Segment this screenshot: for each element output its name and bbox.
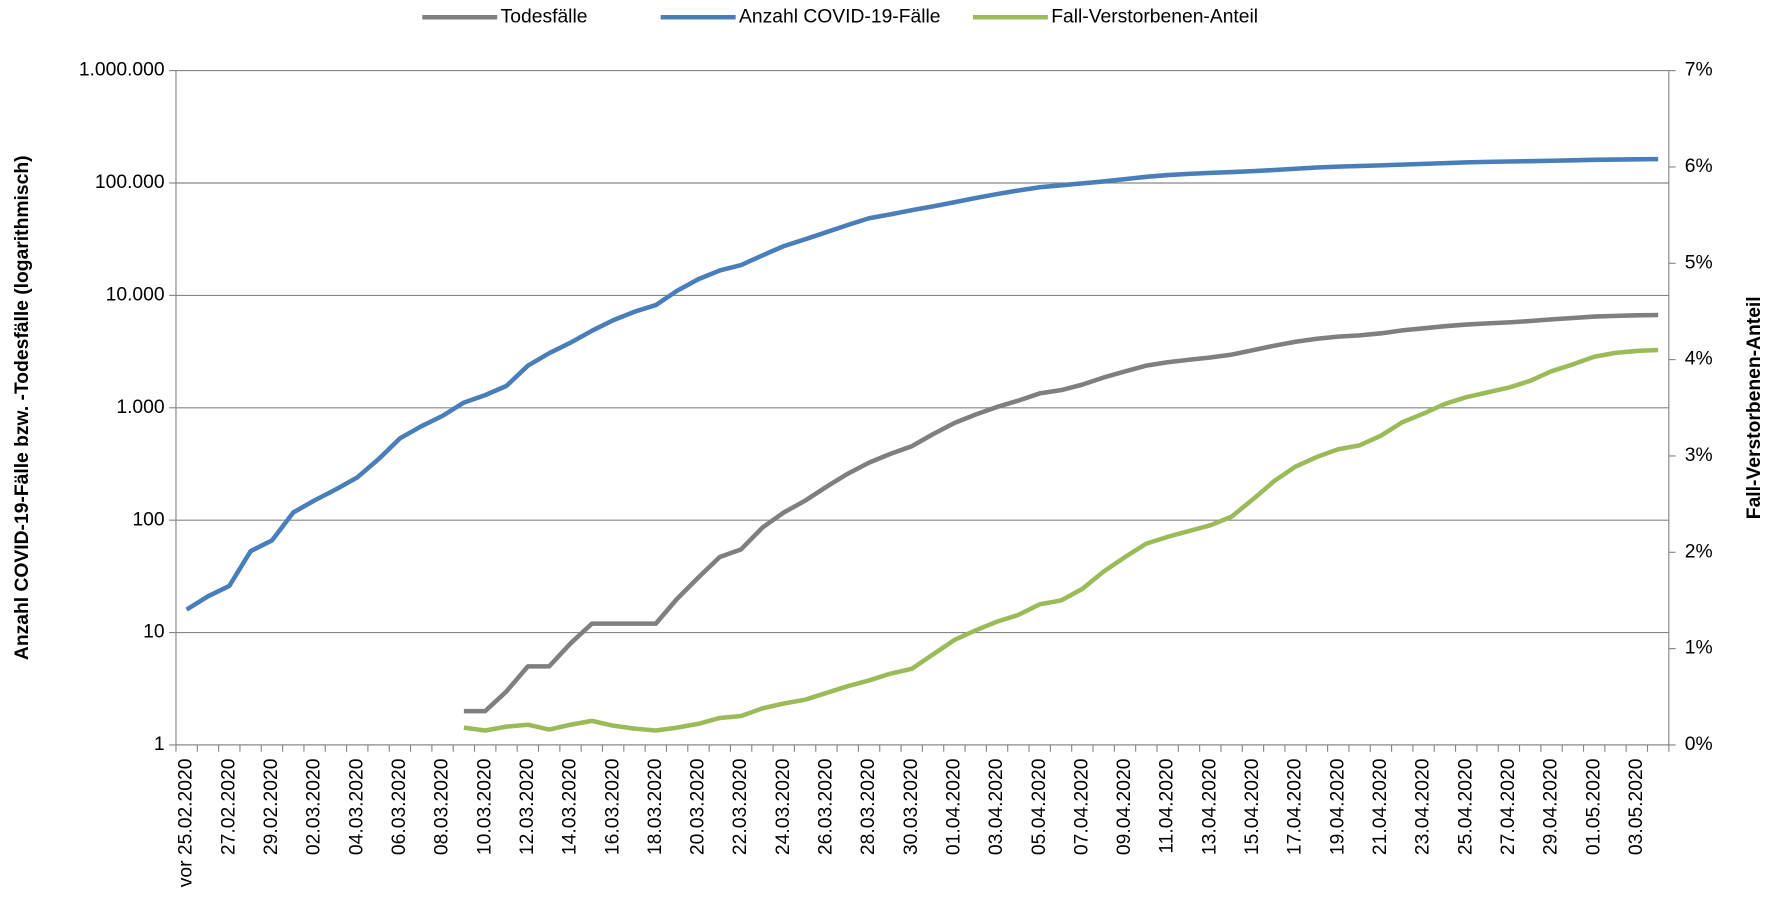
y2-tick-label: 1% xyxy=(1685,638,1713,659)
x-tick-label: 01.05.2020 xyxy=(1583,759,1604,856)
x-tick-label: 20.03.2020 xyxy=(688,759,709,856)
data-line xyxy=(463,347,1659,733)
y-tick-label: 10.000 xyxy=(106,284,165,305)
x-tick-label: 04.03.2020 xyxy=(346,759,367,856)
x-tick-label: 10.03.2020 xyxy=(474,759,495,856)
x-tick-label: 23.04.2020 xyxy=(1413,759,1434,856)
x-tick-label: vor 25.02.2020 xyxy=(176,759,197,888)
x-tick-label: 13.04.2020 xyxy=(1199,759,1220,856)
data-line xyxy=(185,156,1659,612)
y-tick-label: 1.000 xyxy=(116,397,164,418)
y2-tick-label: 3% xyxy=(1685,445,1713,466)
x-tick-label: 21.04.2020 xyxy=(1370,759,1391,856)
x-tick-label: 26.03.2020 xyxy=(816,759,837,856)
x-tick-label: 05.04.2020 xyxy=(1029,759,1050,856)
y2-tick-label: 6% xyxy=(1685,156,1713,177)
y2-tick-label: 5% xyxy=(1685,252,1713,273)
x-tick-label: 24.03.2020 xyxy=(773,759,794,856)
y2-axis-title: Fall-Verstorbenen-Anteil xyxy=(1744,296,1765,519)
x-tick-label: 25.04.2020 xyxy=(1455,759,1476,856)
y2-tick-label: 4% xyxy=(1685,349,1713,370)
x-tick-label: 03.05.2020 xyxy=(1626,759,1647,856)
x-tick-label: 15.04.2020 xyxy=(1242,759,1263,856)
y-tick-label: 10 xyxy=(143,622,164,643)
x-tick-label: 29.04.2020 xyxy=(1541,759,1562,856)
y2-tick-label: 7% xyxy=(1685,60,1713,81)
x-tick-label: 28.03.2020 xyxy=(858,759,879,856)
y-tick-label: 100.000 xyxy=(95,172,165,193)
legend-label: Fall-Verstorbenen-Anteil xyxy=(1051,6,1258,27)
legend-label: Anzahl COVID-19-Fälle xyxy=(739,6,940,27)
y-tick-label: 100 xyxy=(132,509,164,530)
legend-label: Todesfälle xyxy=(501,6,588,27)
x-tick-label: 30.03.2020 xyxy=(901,759,922,856)
x-tick-label: 18.03.2020 xyxy=(645,759,666,856)
x-tick-label: 12.03.2020 xyxy=(517,759,538,856)
data-line xyxy=(463,312,1659,714)
y-tick-label: 1.000.000 xyxy=(79,60,165,81)
y-tick-label: 1 xyxy=(154,734,165,755)
x-tick-label: 27.04.2020 xyxy=(1498,759,1519,856)
x-tick-label: 01.04.2020 xyxy=(943,759,964,856)
x-tick-label: 16.03.2020 xyxy=(602,759,623,856)
x-tick-label: 14.03.2020 xyxy=(560,759,581,856)
x-tick-label: 09.04.2020 xyxy=(1114,759,1135,856)
x-tick-label: 07.04.2020 xyxy=(1071,759,1092,856)
x-tick-label: 03.04.2020 xyxy=(986,759,1007,856)
y2-tick-label: 0% xyxy=(1685,734,1713,755)
x-tick-label: 22.03.2020 xyxy=(730,759,751,856)
x-tick-label: 02.03.2020 xyxy=(304,759,325,856)
y-axis-title: Anzahl COVID-19-Fälle bzw. -Todesfälle (… xyxy=(12,155,33,660)
y2-tick-label: 2% xyxy=(1685,541,1713,562)
x-tick-label: 27.02.2020 xyxy=(218,759,239,856)
x-tick-label: 06.03.2020 xyxy=(389,759,410,856)
x-tick-label: 08.03.2020 xyxy=(432,759,453,856)
x-tick-label: 11.04.2020 xyxy=(1157,759,1178,854)
x-tick-label: 17.04.2020 xyxy=(1285,759,1306,856)
x-tick-label: 29.02.2020 xyxy=(261,759,282,856)
x-tick-label: 19.04.2020 xyxy=(1327,759,1348,856)
